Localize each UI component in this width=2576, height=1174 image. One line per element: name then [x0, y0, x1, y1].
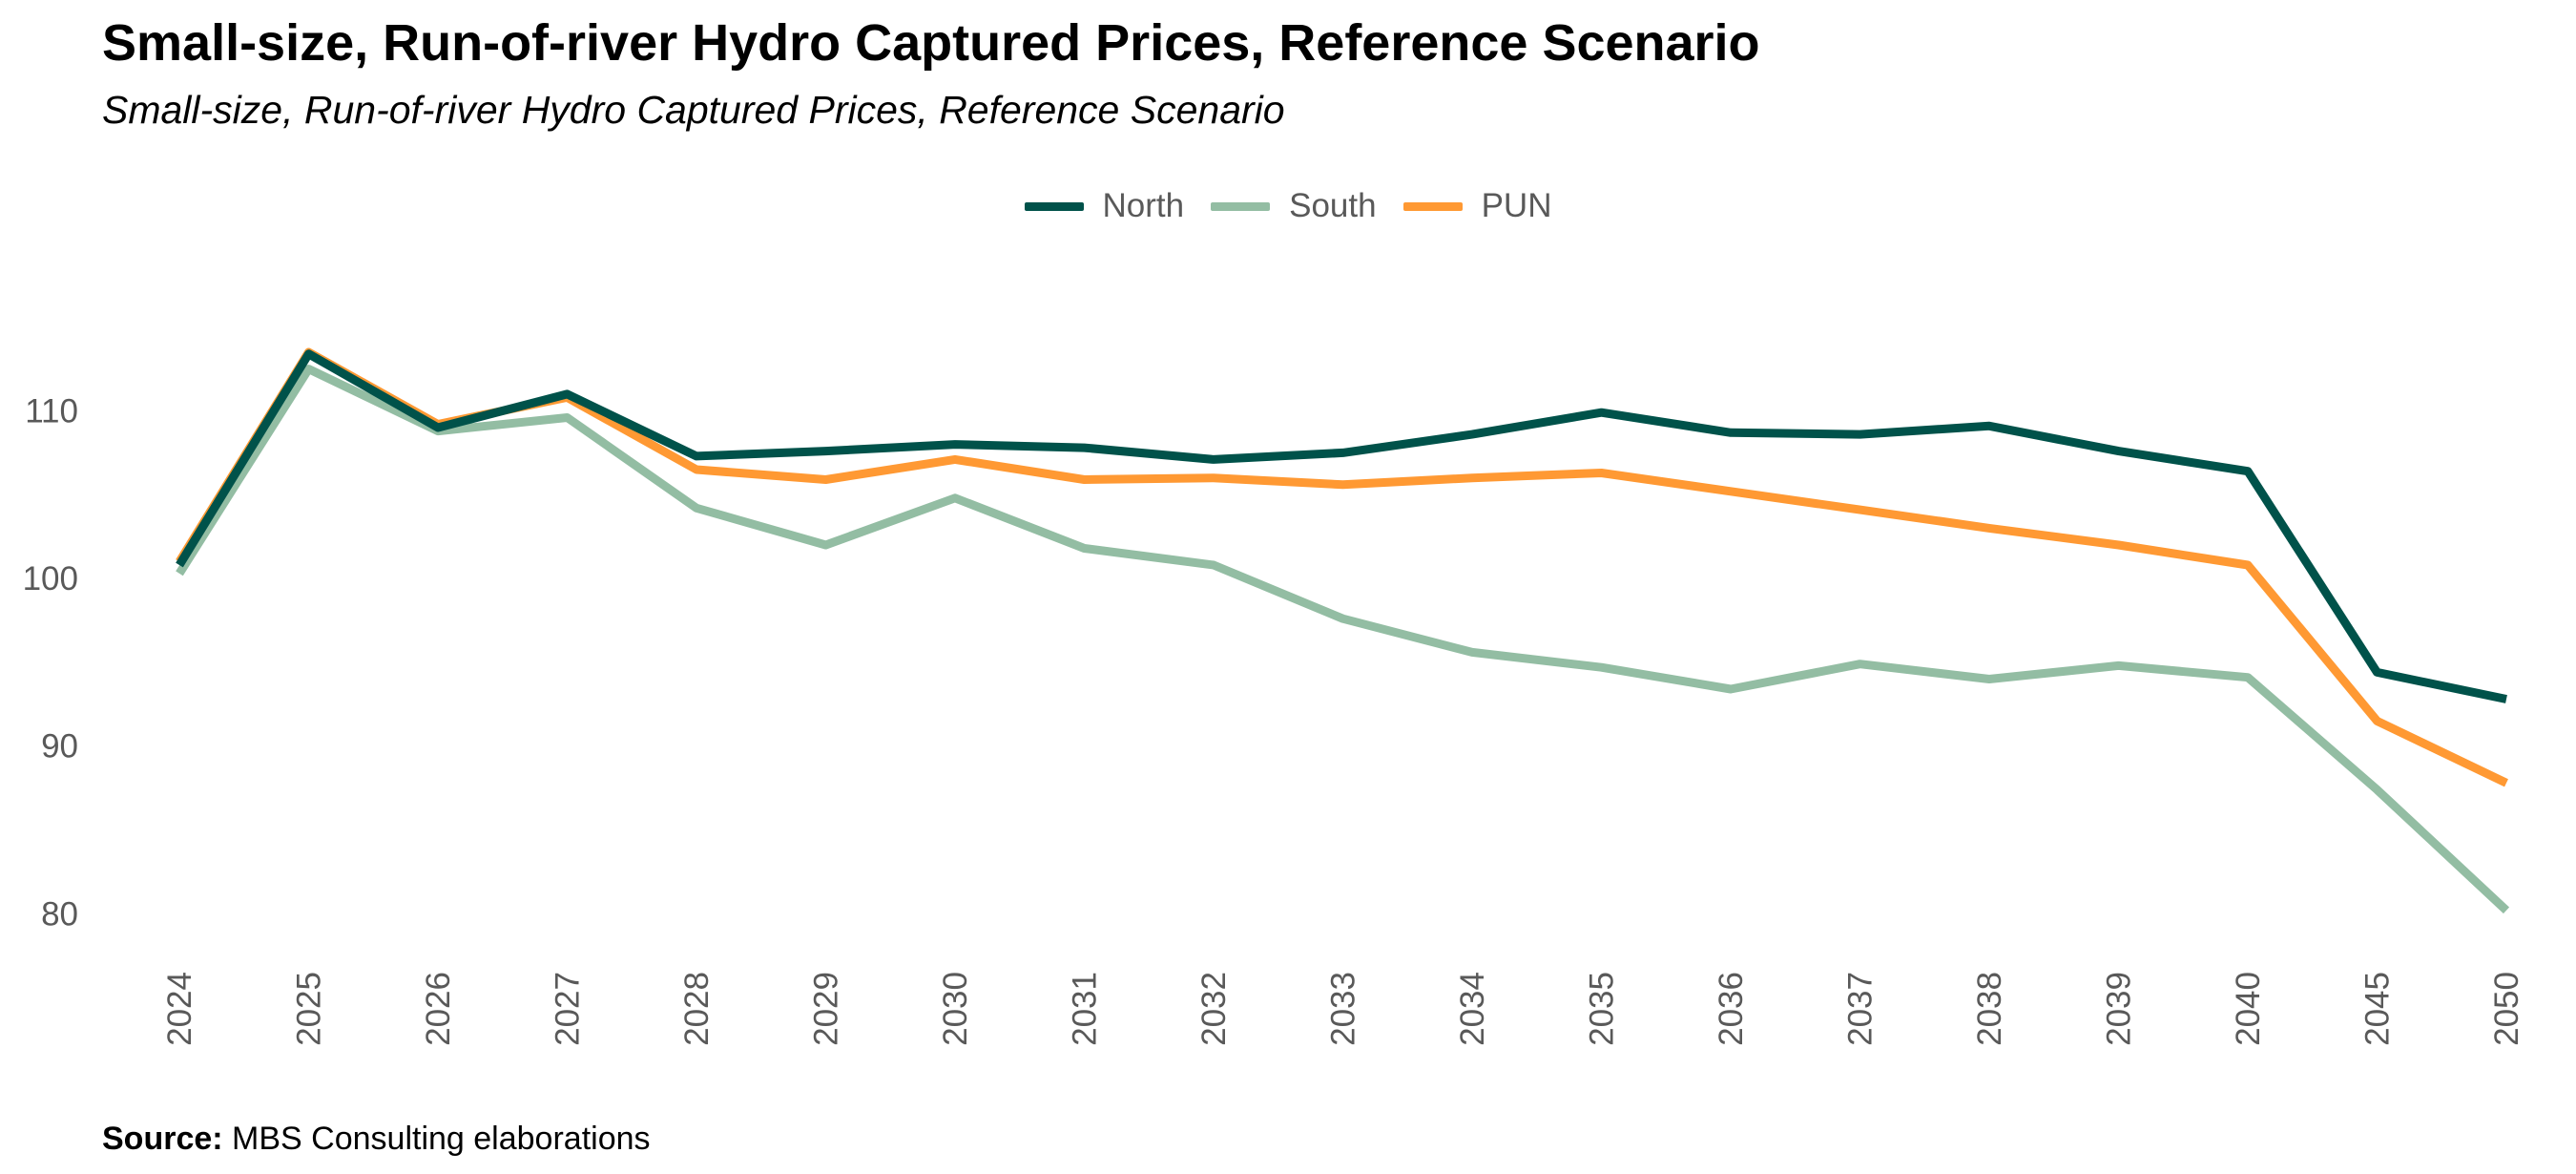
legend-label-pun: PUN: [1481, 187, 1552, 224]
source-label: Source:: [102, 1121, 223, 1157]
x-tick-label: 2035: [1584, 972, 1621, 1046]
series-line-pun: [176, 347, 2508, 787]
y-tick-label: 90: [41, 728, 78, 765]
x-tick-label: 2028: [678, 972, 716, 1046]
legend-item-north: North: [1024, 187, 1185, 225]
x-tick-label: 2032: [1195, 972, 1233, 1046]
x-tick-label: 2029: [808, 972, 845, 1046]
series-line-north: [176, 349, 2507, 703]
source-note: Source: MBS Consulting elaborations: [102, 1121, 651, 1158]
chart-title: Small-size, Run-of-river Hydro Captured …: [102, 14, 1760, 72]
x-tick-label: 2040: [2230, 972, 2267, 1046]
x-tick-label: 2036: [1713, 972, 1750, 1046]
legend-item-pun: PUN: [1402, 187, 1552, 225]
x-tick-label: 2033: [1325, 972, 1362, 1046]
x-axis-ticks: 2024 2025 2026 2027 2028 2029 2030 2031 2032 2033…: [161, 972, 2525, 1046]
x-tick-label: 2031: [1067, 972, 1104, 1046]
x-tick-label: 2050: [2488, 972, 2525, 1046]
x-tick-label: 2037: [1842, 972, 1880, 1046]
legend-key-south: [1211, 201, 1271, 211]
source-text: MBS Consulting elaborations: [232, 1121, 651, 1157]
legend: North South PUN: [0, 187, 2576, 225]
y-tick-label: 110: [25, 392, 78, 430]
x-tick-label: 2027: [550, 972, 587, 1046]
x-tick-label: 2039: [2101, 972, 2138, 1046]
y-tick-label: 80: [41, 895, 78, 933]
series-lines: [176, 347, 2510, 914]
legend-label-south: South: [1289, 187, 1377, 224]
legend-key-north: [1024, 201, 1084, 211]
legend-item-south: South: [1211, 187, 1377, 225]
legend-label-north: North: [1102, 187, 1185, 224]
x-tick-label: 2045: [2359, 972, 2397, 1046]
legend-key-pun: [1402, 201, 1463, 211]
y-tick-label: 100: [23, 560, 78, 597]
series-line-south: [176, 365, 2510, 914]
x-tick-label: 2034: [1454, 972, 1491, 1046]
x-tick-label: 2026: [420, 972, 457, 1046]
chart-subtitle: Small-size, Run-of-river Hydro Captured …: [102, 88, 1285, 132]
x-tick-label: 2030: [937, 972, 974, 1046]
x-tick-label: 2024: [161, 972, 198, 1046]
x-tick-label: 2038: [1971, 972, 2008, 1046]
x-tick-label: 2025: [291, 972, 328, 1046]
y-axis-ticks: 80 90 100 110: [23, 392, 78, 933]
